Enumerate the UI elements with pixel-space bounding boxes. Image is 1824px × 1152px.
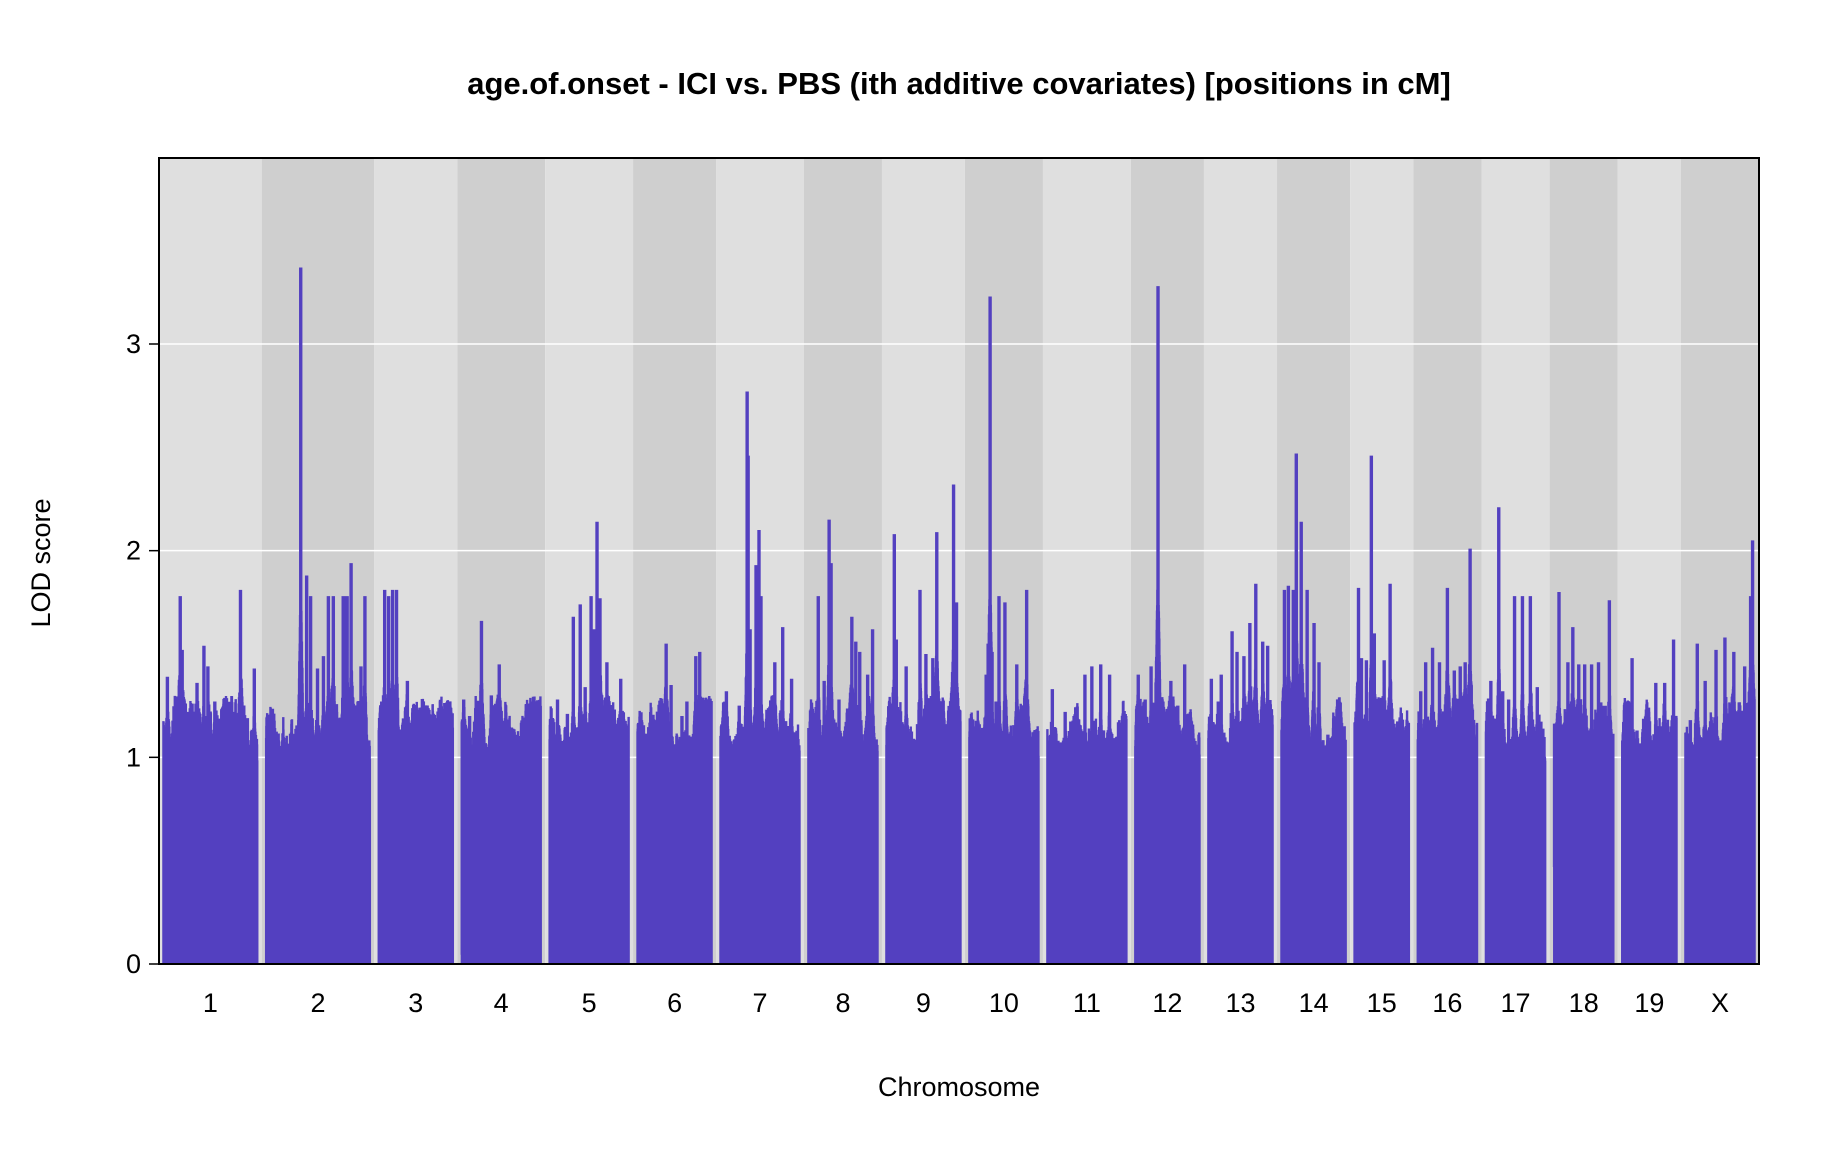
lod-fill-chr-10 (969, 778, 1039, 964)
lod-fill-chr-2 (266, 778, 370, 964)
x-tick-label: 12 (1152, 988, 1182, 1018)
lod-fill-chr-12 (1135, 778, 1200, 964)
x-axis-labels: 1 2 3 4 5 6 7 8 9 10 11 12 13 14 15 16 17 18 19 X (203, 988, 1729, 1018)
lod-fill-chr-X (1685, 778, 1755, 964)
x-tick-label: 15 (1367, 988, 1397, 1018)
x-tick-label: 1 (203, 988, 218, 1018)
x-tick-label: 14 (1299, 988, 1329, 1018)
plot-frame (158, 157, 1760, 965)
lod-fill-chr-14 (1281, 778, 1346, 964)
y-axis-title: LOD score (26, 498, 56, 627)
x-tick-label: 13 (1225, 988, 1255, 1018)
x-tick-label: 18 (1569, 988, 1599, 1018)
lod-fill-chr-6 (637, 778, 712, 964)
x-tick-label: 3 (408, 988, 423, 1018)
x-tick-label: 5 (582, 988, 597, 1018)
x-tick-label: 19 (1634, 988, 1664, 1018)
x-tick-label: 11 (1073, 988, 1101, 1018)
x-tick-label: X (1711, 988, 1729, 1018)
lod-fill-chr-4 (461, 778, 541, 964)
lod-fill-chr-8 (808, 778, 878, 964)
lod-fill-chr-9 (886, 778, 961, 964)
x-tick-label: 6 (667, 988, 682, 1018)
lod-fill-chr-19 (1622, 778, 1677, 964)
lod-fill-chr-3 (378, 778, 453, 964)
lod-fill-chr-18 (1554, 778, 1614, 964)
lod-fill-chr-11 (1047, 778, 1127, 964)
y-axis-ticks: 0 1 2 3 (126, 329, 159, 979)
y-tick-label: 2 (126, 536, 141, 566)
x-tick-label: 9 (916, 988, 931, 1018)
x-tick-label: 2 (310, 988, 325, 1018)
x-tick-label: 10 (989, 988, 1019, 1018)
y-tick-label: 0 (126, 949, 141, 979)
lod-fill-chr-15 (1354, 778, 1409, 964)
lod-fill-chr-7 (720, 778, 800, 964)
lod-fill-chr-16 (1417, 778, 1478, 964)
x-axis-title: Chromosome (878, 1072, 1040, 1102)
x-tick-label: 16 (1432, 988, 1462, 1018)
x-tick-label: 17 (1500, 988, 1530, 1018)
lod-trace (162, 267, 1756, 964)
x-tick-label: 7 (752, 988, 767, 1018)
lod-fill-chr-1 (163, 778, 258, 964)
y-tick-label: 3 (126, 329, 141, 359)
chart-title: age.of.onset - ICI vs. PBS (ith additive… (467, 66, 1451, 101)
x-tick-label: 4 (494, 988, 509, 1018)
x-tick-label: 8 (835, 988, 850, 1018)
y-tick-label: 1 (126, 742, 141, 772)
lod-fill-chr-17 (1485, 778, 1546, 964)
lod-fill-chr-5 (549, 778, 629, 964)
lod-fill-chr-13 (1208, 778, 1273, 964)
